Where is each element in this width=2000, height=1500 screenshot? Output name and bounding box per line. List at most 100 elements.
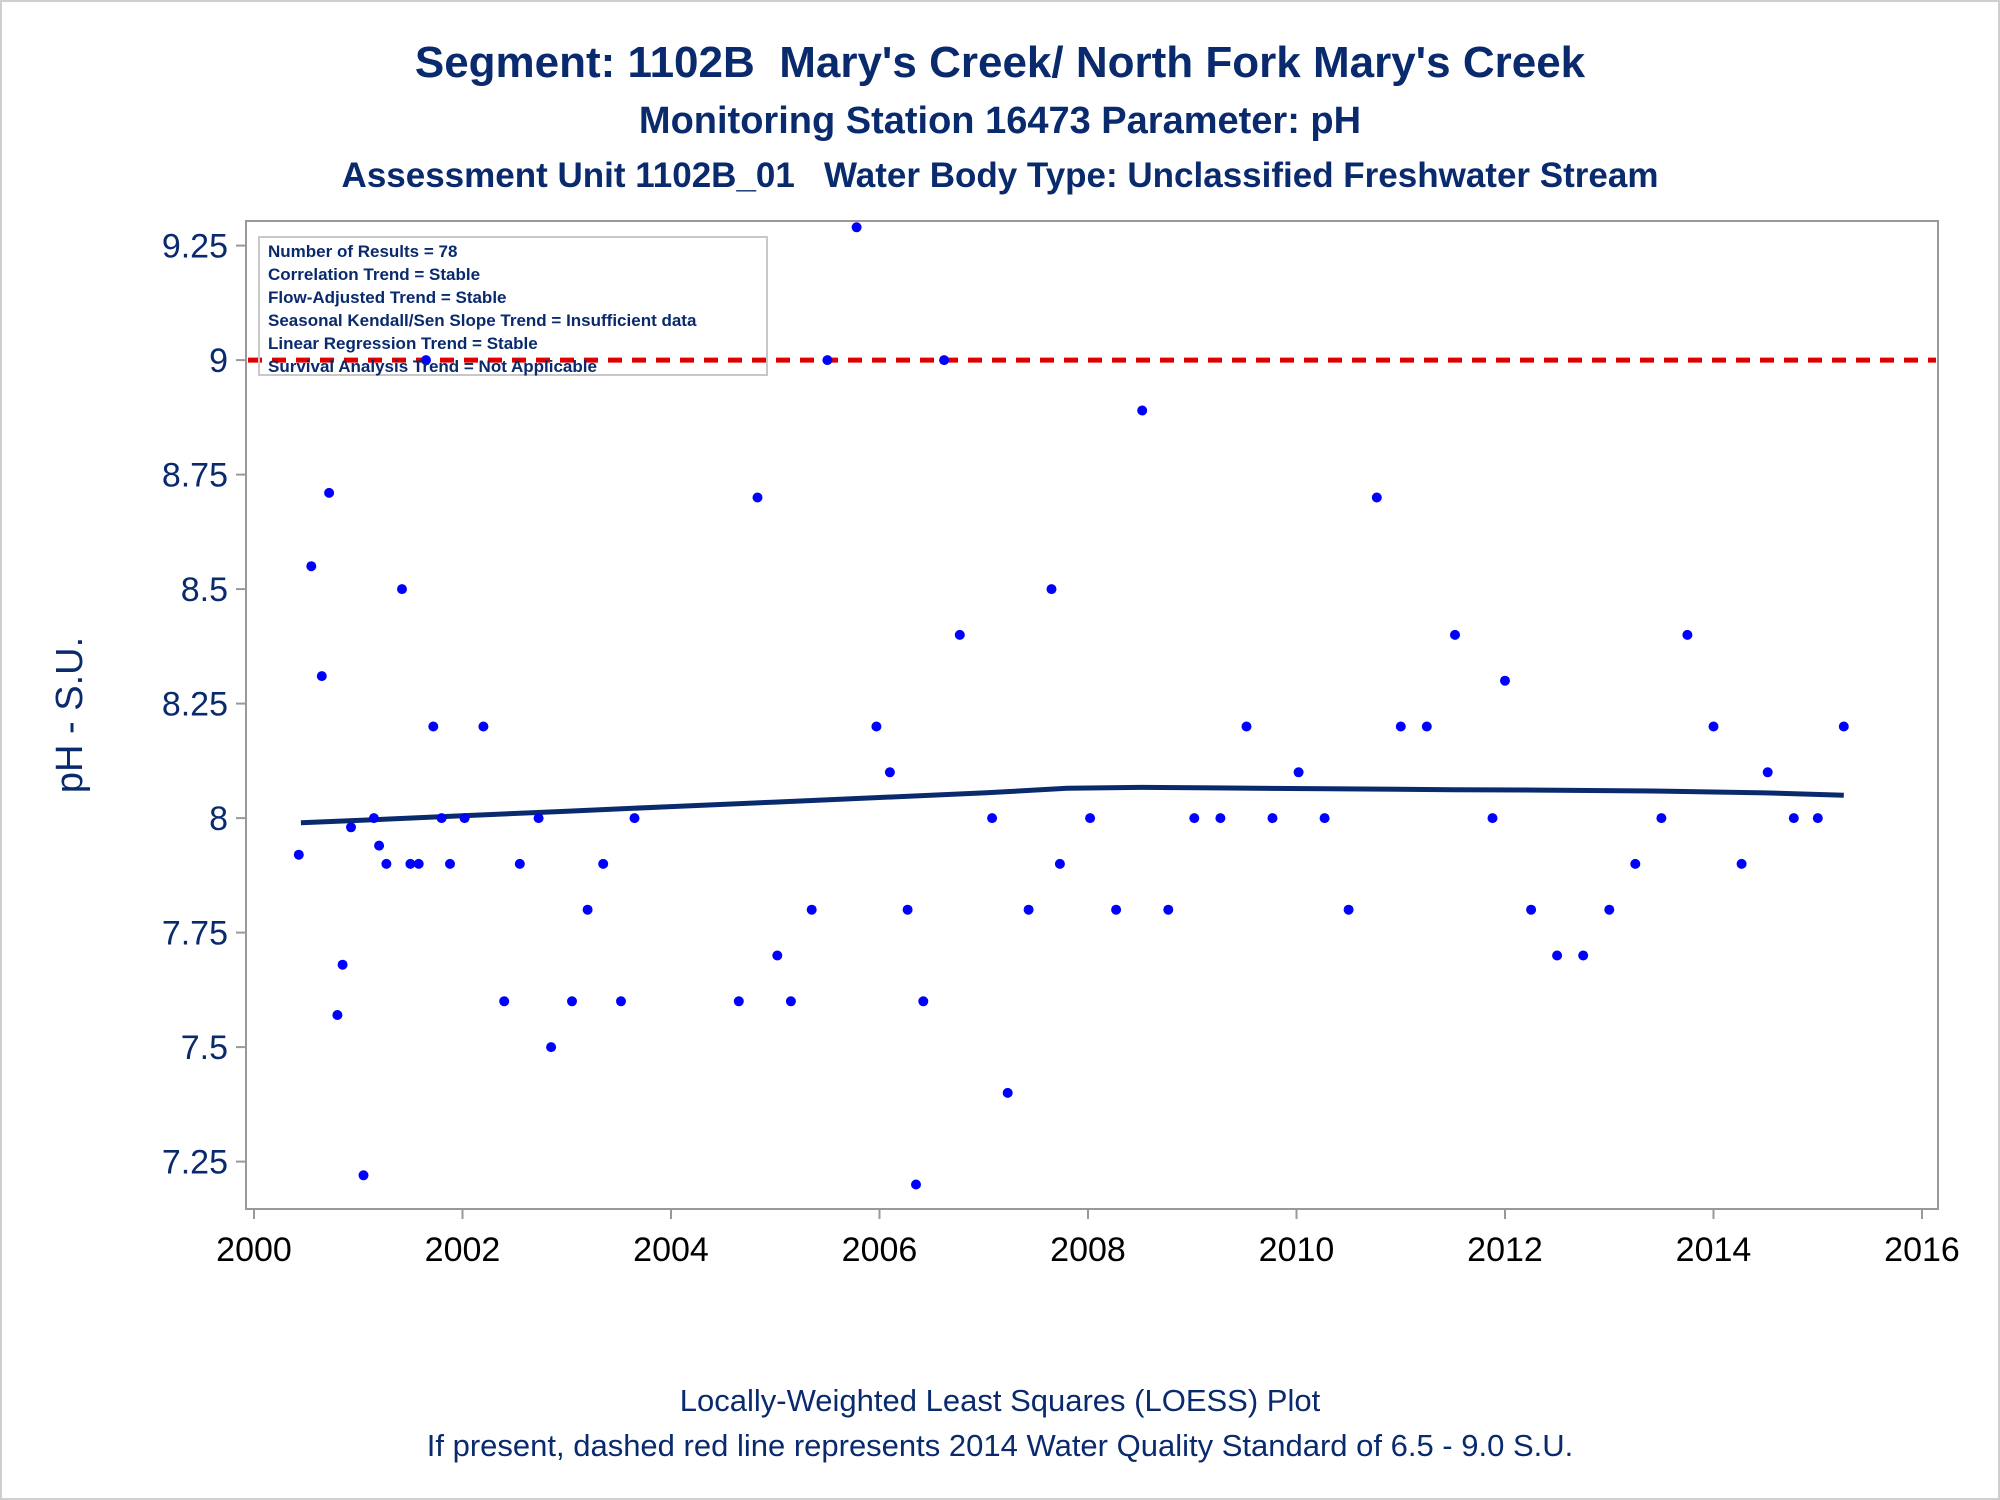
data-point [381, 858, 392, 869]
y-tick-label: 8.75 [162, 457, 228, 495]
footnote-standard: If present, dashed red line represents 2… [426, 1428, 1574, 1463]
data-point [1215, 813, 1226, 824]
data-point [324, 487, 335, 498]
data-point [1002, 1087, 1013, 1098]
data-point [1630, 858, 1641, 869]
data-points-group [293, 222, 1849, 1190]
stat-seasonal-kendall-trend: Seasonal Kendall/Sen Slope Trend = Insuf… [268, 311, 697, 330]
y-tick-label: 8.5 [181, 571, 228, 609]
data-point [1552, 950, 1563, 961]
stat-correlation-trend: Correlation Trend = Stable [268, 265, 481, 284]
data-point [1163, 904, 1174, 915]
data-point [1189, 813, 1200, 824]
data-point [306, 561, 317, 572]
data-point [332, 1010, 343, 1020]
data-point [911, 1179, 921, 1190]
data-point [1319, 813, 1330, 824]
y-tick-label: 9.25 [162, 228, 228, 266]
data-point [772, 950, 783, 961]
data-point [337, 959, 348, 970]
data-point [902, 904, 913, 915]
data-point [1054, 858, 1065, 869]
data-point [405, 858, 416, 869]
data-point [413, 858, 424, 869]
data-point [316, 671, 327, 682]
data-point [1343, 904, 1354, 915]
data-point [954, 629, 965, 640]
x-axis: 2000 2002 2004 2006 2008 2010 2012 2014 2016 [216, 1209, 1960, 1269]
data-point [1085, 813, 1096, 824]
x-tick-label: 2006 [842, 1231, 918, 1269]
data-point [478, 721, 489, 732]
data-point [1241, 721, 1252, 732]
x-tick-label: 2012 [1467, 1231, 1543, 1269]
data-point [939, 355, 950, 366]
x-tick-label: 2016 [1884, 1231, 1960, 1269]
footnote-plot-type: Locally-Weighted Least Squares (LOESS) P… [679, 1383, 1321, 1418]
data-point [1838, 721, 1849, 732]
data-point [421, 355, 431, 366]
y-tick-label: 8 [209, 800, 228, 838]
data-point [1293, 767, 1304, 778]
data-point [987, 813, 998, 824]
data-point [1046, 584, 1057, 595]
data-point [1656, 813, 1667, 824]
data-point [1500, 675, 1510, 686]
y-tick-label: 9 [209, 342, 228, 380]
data-point [598, 858, 609, 869]
x-tick-label: 2014 [1676, 1231, 1752, 1269]
plot-area [245, 220, 1939, 1210]
stat-survival-analysis-trend: Survival Analysis Trend = Not Applicable [268, 357, 597, 376]
data-point [374, 840, 385, 851]
data-point [785, 996, 796, 1007]
data-point [445, 858, 455, 869]
data-point [1682, 629, 1693, 640]
y-tick-label: 7.5 [181, 1029, 228, 1067]
data-point [884, 767, 895, 778]
trend-stats-box: Number of Results = 78 Correlation Trend… [258, 236, 768, 376]
x-tick-label: 2002 [425, 1231, 501, 1269]
data-point [733, 996, 744, 1007]
y-tick-label: 7.25 [162, 1144, 228, 1182]
data-point [616, 996, 626, 1007]
x-tick-label: 2010 [1259, 1231, 1335, 1269]
data-point [1762, 767, 1773, 778]
data-point [871, 721, 882, 732]
data-point [533, 813, 544, 824]
stat-flow-adjusted-trend: Flow-Adjusted Trend = Stable [268, 288, 507, 307]
x-tick-label: 2004 [633, 1231, 709, 1269]
data-point [397, 584, 407, 595]
data-point [851, 222, 862, 233]
data-point [918, 996, 929, 1007]
data-point [1487, 813, 1498, 824]
chart-subtitle-assessment: Assessment Unit 1102B_01 Water Body Type… [341, 156, 1659, 195]
data-point [1578, 950, 1589, 961]
data-point [752, 492, 763, 503]
data-point [358, 1170, 369, 1181]
loess-curve [300, 784, 1844, 826]
data-point [1788, 813, 1799, 824]
x-tick-label: 2008 [1050, 1231, 1126, 1269]
data-point [1450, 629, 1460, 640]
data-point [1267, 813, 1278, 824]
data-point [1421, 721, 1432, 732]
data-point [546, 1042, 557, 1053]
data-point [499, 996, 510, 1007]
data-point [1111, 904, 1122, 915]
data-point [629, 813, 640, 824]
data-point [293, 849, 304, 860]
data-point [368, 813, 379, 824]
data-point [822, 355, 833, 366]
loess-curve-group [300, 784, 1844, 826]
data-point [1736, 858, 1747, 869]
stat-number-of-results: Number of Results = 78 [268, 242, 458, 261]
data-point [436, 813, 447, 824]
data-point [1371, 492, 1382, 503]
y-tick-label: 7.75 [162, 915, 228, 953]
data-point [567, 996, 577, 1007]
data-point [1526, 904, 1537, 915]
data-point [428, 721, 439, 732]
chart-subtitle-station: Monitoring Station 16473 Parameter: pH [638, 100, 1362, 142]
